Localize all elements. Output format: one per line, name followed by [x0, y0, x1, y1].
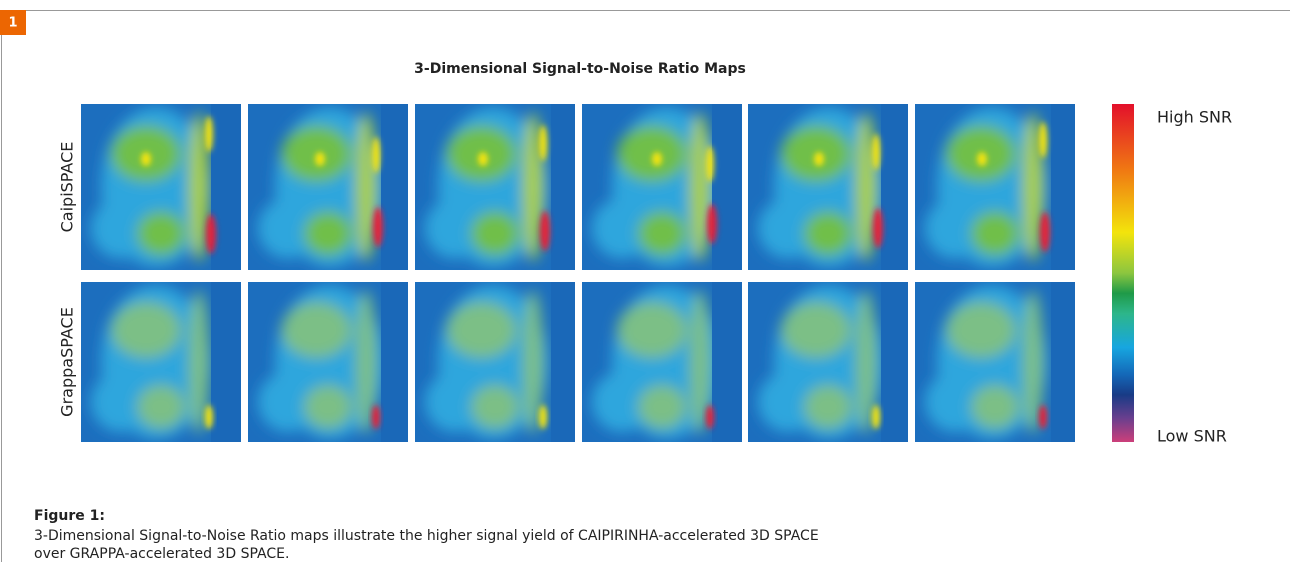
map-hotspot	[372, 405, 380, 429]
hotspot	[373, 207, 383, 247]
map-hotspot	[706, 405, 714, 429]
hotspot	[706, 405, 714, 429]
map-margin	[1051, 104, 1091, 270]
hotspot	[652, 152, 662, 166]
map-hotspot	[1039, 405, 1047, 429]
map-margin	[1051, 282, 1091, 442]
map-margin	[211, 282, 251, 442]
hotspot	[372, 405, 380, 429]
snr-map	[415, 282, 591, 442]
hotspot	[540, 211, 550, 251]
tissue	[946, 302, 1016, 358]
tissue	[617, 302, 687, 358]
tissue	[282, 126, 352, 182]
snr-map	[248, 104, 421, 270]
tissue	[111, 302, 181, 358]
caption-title: Figure 1:	[34, 508, 105, 524]
colorbar	[1112, 104, 1134, 442]
snr-map	[748, 282, 921, 442]
tissue	[804, 211, 852, 255]
snr-map	[748, 104, 921, 270]
snr-map	[248, 282, 421, 442]
tissue	[617, 126, 687, 182]
hotspot	[872, 405, 880, 429]
snr-map	[582, 282, 752, 442]
tissue	[781, 302, 851, 358]
tissue	[282, 302, 352, 358]
snr-map	[81, 104, 251, 270]
hotspot	[873, 208, 883, 248]
figure: 1 3-Dimensional Signal-to-Noise Ratio Ma…	[0, 0, 1290, 562]
snr-map	[582, 104, 752, 270]
hotspot	[707, 204, 717, 244]
hotspot	[539, 125, 547, 161]
snr-map	[81, 282, 251, 442]
tissue	[690, 112, 710, 261]
hotspot	[205, 405, 213, 429]
row-label: CaipiSPACE	[58, 142, 77, 233]
colorbar-high-label: High SNR	[1157, 108, 1232, 127]
hotspot	[206, 214, 216, 254]
map-hotspot	[205, 405, 213, 429]
hotspot	[977, 152, 987, 166]
tissue	[137, 211, 185, 255]
snr-map	[915, 282, 1091, 442]
hotspot	[141, 152, 151, 166]
hotspot	[1039, 122, 1047, 158]
tissue	[804, 385, 852, 429]
tissue	[356, 112, 376, 261]
tissue	[304, 385, 352, 429]
figure-title: 3-Dimensional Signal-to-Noise Ratio Maps	[414, 61, 746, 77]
map-margin	[712, 282, 752, 442]
caption-text: 3-Dimensional Signal-to-Noise Ratio maps…	[34, 527, 834, 563]
snr-map	[915, 104, 1091, 270]
hotspot	[1040, 212, 1050, 252]
map-hotspot	[539, 405, 547, 429]
map-margin	[712, 104, 752, 270]
badge-number: 1	[8, 16, 17, 31]
hotspot	[1039, 405, 1047, 429]
tissue	[471, 385, 519, 429]
tissue	[137, 385, 185, 429]
tissue	[304, 211, 352, 255]
hotspot	[315, 152, 325, 166]
snr-map	[415, 104, 591, 270]
tissue	[971, 211, 1019, 255]
tissue	[447, 302, 517, 358]
hotspot	[372, 137, 380, 173]
hotspot	[706, 146, 714, 182]
row-label: GrappaSPACE	[58, 307, 77, 417]
colorbar-low-label: Low SNR	[1157, 427, 1227, 446]
tissue	[971, 385, 1019, 429]
snr-maps	[81, 104, 1091, 442]
hotspot	[814, 152, 824, 166]
hotspot	[539, 405, 547, 429]
hotspot	[478, 152, 488, 166]
tissue	[638, 211, 686, 255]
map-hotspot	[872, 405, 880, 429]
tissue	[638, 385, 686, 429]
hotspot	[205, 116, 213, 152]
page: 1 3-Dimensional Signal-to-Noise Ratio Ma…	[0, 0, 1290, 562]
hotspot	[872, 134, 880, 170]
tissue	[856, 112, 876, 261]
map-margin	[211, 104, 251, 270]
tissue	[471, 211, 519, 255]
